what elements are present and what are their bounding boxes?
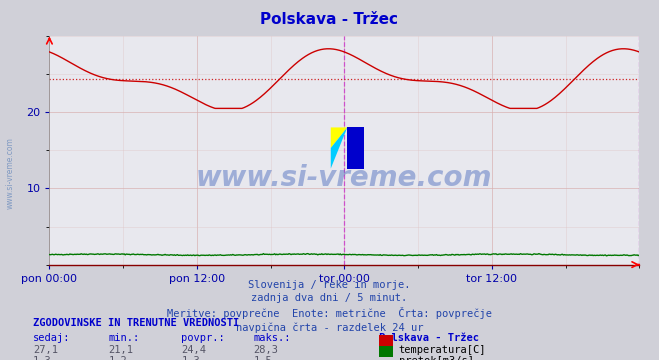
Text: temperatura[C]: temperatura[C] — [399, 345, 486, 355]
Text: Polskava - Tržec: Polskava - Tržec — [260, 12, 399, 27]
Text: 1,3: 1,3 — [181, 356, 200, 360]
Text: 24,4: 24,4 — [181, 345, 206, 355]
Text: 1,2: 1,2 — [109, 356, 127, 360]
Bar — [347, 127, 364, 168]
Text: 1,5: 1,5 — [254, 356, 272, 360]
Text: 27,1: 27,1 — [33, 345, 58, 355]
Text: maks.:: maks.: — [254, 333, 291, 343]
Text: 28,3: 28,3 — [254, 345, 279, 355]
Polygon shape — [331, 127, 347, 168]
Text: www.si-vreme.com: www.si-vreme.com — [196, 164, 492, 192]
Polygon shape — [331, 127, 347, 148]
Text: ZGODOVINSKE IN TRENUTNE VREDNOSTI: ZGODOVINSKE IN TRENUTNE VREDNOSTI — [33, 318, 239, 328]
Text: Slovenija / reke in morje.
zadnja dva dni / 5 minut.
Meritve: povprečne  Enote: : Slovenija / reke in morje. zadnja dva dn… — [167, 280, 492, 333]
Text: povpr.:: povpr.: — [181, 333, 225, 343]
Text: 21,1: 21,1 — [109, 345, 134, 355]
Text: Polskava - Tržec: Polskava - Tržec — [379, 333, 479, 343]
Text: pretok[m3/s]: pretok[m3/s] — [399, 356, 474, 360]
Text: 1,3: 1,3 — [33, 356, 51, 360]
Text: www.si-vreme.com: www.si-vreme.com — [5, 137, 14, 209]
Text: sedaj:: sedaj: — [33, 333, 71, 343]
Text: min.:: min.: — [109, 333, 140, 343]
